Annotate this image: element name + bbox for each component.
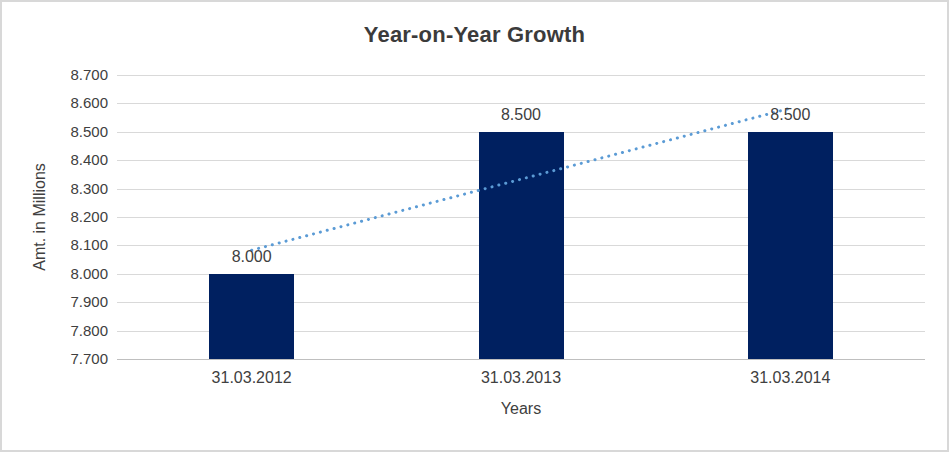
- y-tick-label: 8.700: [48, 66, 108, 84]
- chart-container: Year-on-Year Growth Amt. in Millions 8.7…: [0, 0, 949, 452]
- y-axis-title: Amt. in Millions: [31, 163, 49, 271]
- chart-title: Year-on-Year Growth: [2, 22, 947, 48]
- y-tick-label: 8.500: [48, 123, 108, 141]
- y-tick-label: 7.900: [48, 293, 108, 311]
- bar-value-label: 8.500: [730, 106, 850, 124]
- bar-value-label: 8.500: [461, 106, 581, 124]
- y-tick-label: 8.000: [48, 265, 108, 283]
- y-tick-label: 7.700: [48, 350, 108, 368]
- x-tick-label: 31.03.2012: [162, 369, 342, 387]
- y-tick-label: 8.400: [48, 151, 108, 169]
- y-tick-label: 8.100: [48, 236, 108, 254]
- y-tick-label: 8.200: [48, 208, 108, 226]
- x-tick-label: 31.03.2014: [700, 369, 880, 387]
- bar-value-label: 8.000: [192, 248, 312, 266]
- gridline: [117, 359, 925, 360]
- x-tick-label: 31.03.2013: [431, 369, 611, 387]
- x-axis-title: Years: [117, 400, 925, 418]
- y-tick-label: 8.600: [48, 94, 108, 112]
- y-tick-label: 7.800: [48, 322, 108, 340]
- plot-area: 8.7008.6008.5008.4008.3008.2008.1008.000…: [117, 75, 925, 359]
- y-tick-label: 8.300: [48, 180, 108, 198]
